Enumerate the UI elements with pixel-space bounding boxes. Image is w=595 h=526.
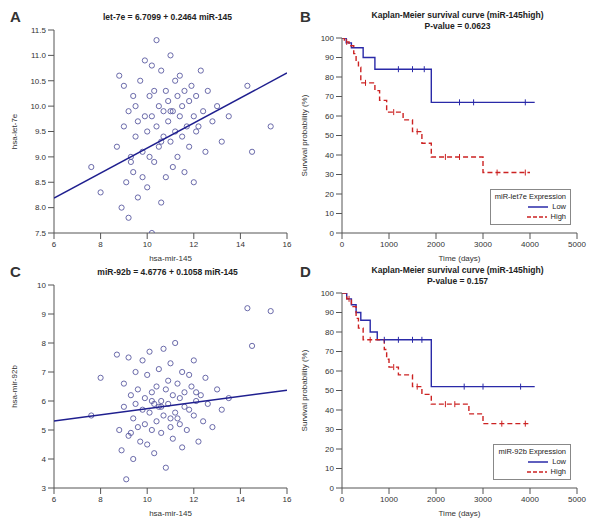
svg-text:16: 16	[283, 240, 292, 249]
svg-text:50: 50	[325, 386, 334, 395]
svg-text:6: 6	[52, 240, 57, 249]
svg-text:0: 0	[340, 495, 345, 504]
svg-text:3000: 3000	[474, 495, 492, 504]
html-text:miR-let7e Expression: miR-let7e Expression	[494, 192, 566, 201]
svg-text:50: 50	[325, 131, 334, 140]
svg-text:hsa-mir-145: hsa-mir-145	[149, 509, 192, 518]
svg-text:7.5: 7.5	[35, 229, 47, 238]
html-text:High: High	[550, 212, 566, 221]
html-text:Low: Low	[552, 457, 566, 466]
svg-text:20: 20	[325, 445, 334, 454]
svg-text:8: 8	[98, 495, 103, 504]
svg-text:10: 10	[37, 281, 46, 290]
svg-text:70: 70	[325, 92, 334, 101]
svg-text:8.0: 8.0	[35, 203, 47, 212]
html-text:D: D	[300, 263, 311, 280]
svg-text:10.0: 10.0	[30, 102, 46, 111]
svg-text:14: 14	[236, 240, 245, 249]
svg-text:2000: 2000	[427, 495, 445, 504]
svg-text:2000: 2000	[427, 240, 445, 249]
svg-text:60: 60	[325, 112, 334, 121]
html-text:miR-92b = 4.6776 + 0.1058 miR-: miR-92b = 4.6776 + 0.1058 miR-145	[97, 267, 238, 277]
svg-text:20: 20	[325, 190, 334, 199]
svg-text:10: 10	[143, 495, 152, 504]
html-text:B: B	[300, 8, 311, 25]
svg-text:9.0: 9.0	[35, 153, 47, 162]
svg-text:3: 3	[42, 484, 47, 493]
html-text:A: A	[10, 8, 21, 25]
svg-text:Time (days): Time (days)	[439, 254, 481, 263]
svg-text:8.5: 8.5	[35, 178, 47, 187]
svg-text:16: 16	[283, 495, 292, 504]
svg-text:hsa-mir-145: hsa-mir-145	[149, 254, 192, 263]
html-text:C: C	[10, 263, 21, 280]
svg-text:0: 0	[330, 229, 335, 238]
svg-text:100: 100	[321, 34, 335, 43]
svg-text:Time (days): Time (days)	[439, 509, 481, 518]
svg-text:Survival probability (%): Survival probability (%)	[300, 94, 309, 176]
svg-text:3000: 3000	[474, 240, 492, 249]
svg-text:30: 30	[325, 425, 334, 434]
svg-text:14: 14	[236, 495, 245, 504]
html-text:P-value = 0.157: P-value = 0.157	[426, 276, 489, 286]
svg-text:40: 40	[325, 151, 334, 160]
svg-text:5000: 5000	[568, 240, 586, 249]
svg-text:10: 10	[143, 240, 152, 249]
svg-text:80: 80	[325, 73, 334, 82]
html-text:Kaplan-Meier survival curve (m: Kaplan-Meier survival curve (miR-145high…	[371, 265, 544, 275]
svg-text:9: 9	[42, 310, 47, 319]
svg-text:7: 7	[42, 368, 47, 377]
svg-text:60: 60	[325, 367, 334, 376]
svg-text:11.0: 11.0	[31, 51, 47, 60]
svg-text:5000: 5000	[568, 495, 586, 504]
svg-text:6: 6	[52, 495, 57, 504]
svg-text:hsa-mir-92b: hsa-mir-92b	[10, 365, 19, 408]
svg-text:11.5: 11.5	[31, 26, 47, 35]
html-text:P-value = 0.0623: P-value = 0.0623	[424, 21, 491, 31]
svg-text:4000: 4000	[521, 495, 539, 504]
svg-text:0: 0	[340, 240, 345, 249]
html-text:miR-92b Expression: miR-92b Expression	[498, 447, 566, 456]
svg-text:70: 70	[325, 347, 334, 356]
html-text:Kaplan-Meier survival curve (m: Kaplan-Meier survival curve (miR-145high…	[371, 10, 544, 20]
svg-text:hsa-let-7e: hsa-let-7e	[10, 113, 19, 149]
svg-text:80: 80	[325, 328, 334, 337]
svg-text:12: 12	[189, 240, 198, 249]
svg-text:90: 90	[325, 53, 334, 62]
svg-text:4000: 4000	[521, 240, 539, 249]
html-text:High: High	[550, 467, 566, 476]
html-text:let-7e = 6.7099 + 0.2464 miR-1: let-7e = 6.7099 + 0.2464 miR-145	[103, 12, 232, 22]
svg-text:12: 12	[189, 495, 198, 504]
svg-text:10.5: 10.5	[30, 77, 46, 86]
svg-text:0: 0	[330, 484, 335, 493]
svg-text:4: 4	[42, 455, 47, 464]
svg-text:1000: 1000	[380, 495, 398, 504]
svg-text:10: 10	[325, 464, 334, 473]
svg-text:6: 6	[42, 397, 47, 406]
svg-text:40: 40	[325, 406, 334, 415]
html-text:Low: Low	[552, 202, 566, 211]
svg-text:8: 8	[42, 339, 47, 348]
svg-text:100: 100	[321, 289, 335, 298]
svg-text:1000: 1000	[380, 240, 398, 249]
svg-text:9.5: 9.5	[35, 127, 47, 136]
svg-text:30: 30	[325, 170, 334, 179]
svg-text:5: 5	[42, 426, 47, 435]
svg-text:10: 10	[325, 209, 334, 218]
svg-text:8: 8	[98, 240, 103, 249]
svg-text:90: 90	[325, 308, 334, 317]
svg-text:Survival probability (%): Survival probability (%)	[300, 349, 309, 431]
